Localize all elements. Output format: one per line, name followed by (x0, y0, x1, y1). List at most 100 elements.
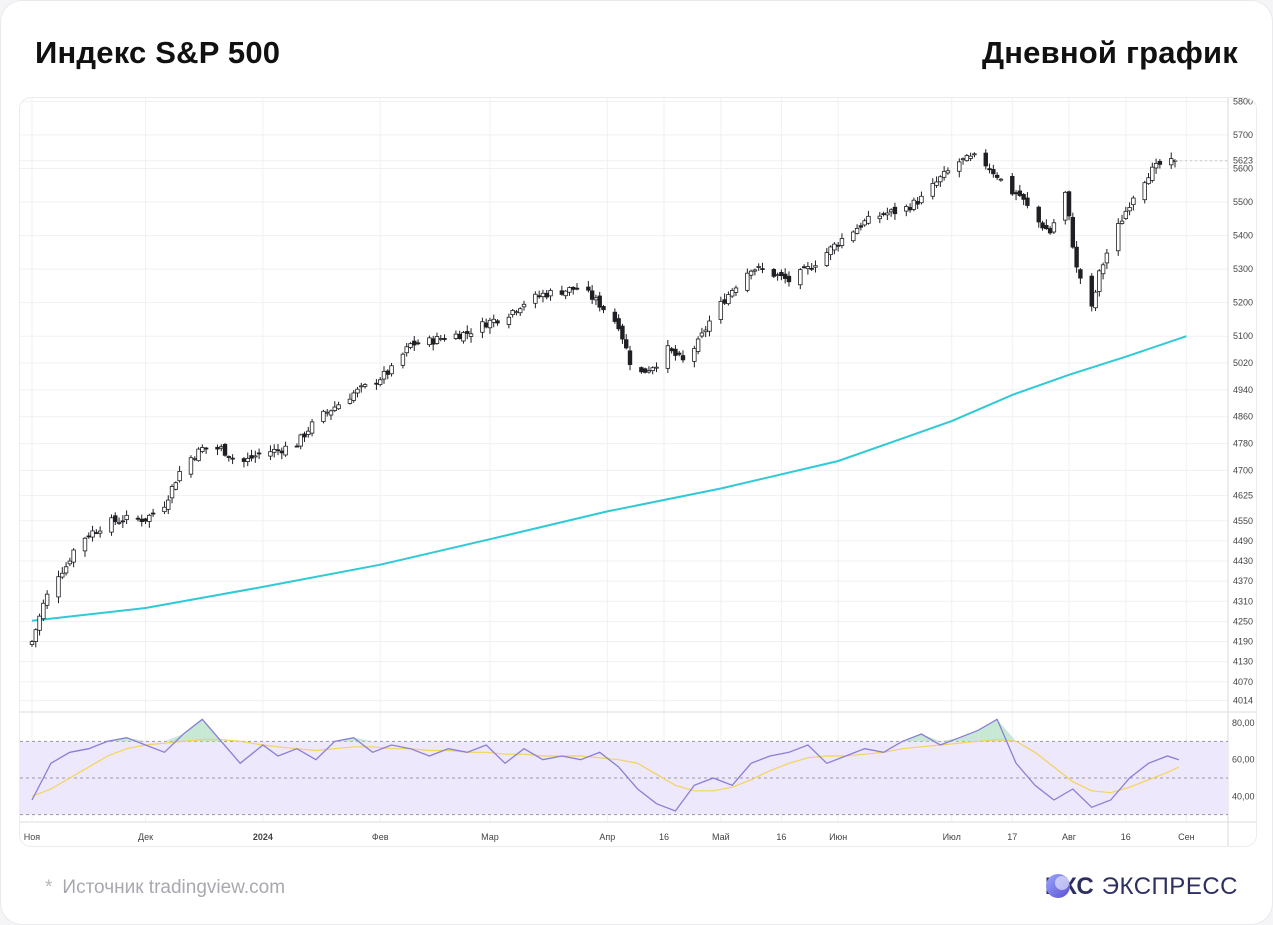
brand-logo-block: БКС ЭКСПРЕСС (1045, 873, 1238, 901)
candle-body (934, 181, 939, 186)
source-star: * (45, 877, 53, 898)
candle-body (775, 274, 780, 277)
candle-body (143, 518, 148, 522)
candle-body (321, 410, 326, 422)
candle-body (113, 515, 118, 523)
y-tick-label: 5020 (1233, 358, 1253, 368)
candle-body (166, 499, 171, 510)
y-tick-label: 5100 (1233, 331, 1253, 341)
candle-body (544, 292, 549, 298)
rsi-overbought-fill (959, 730, 979, 742)
candle-body (729, 290, 735, 297)
candle-body (726, 294, 731, 305)
candle-body (1036, 206, 1041, 223)
candle-body (60, 572, 65, 578)
candle-body (328, 410, 334, 416)
candle-body (1047, 228, 1053, 234)
candle-body (616, 318, 621, 330)
candle-body (881, 213, 886, 215)
candle-body (1097, 270, 1102, 292)
candle-body (1123, 210, 1129, 219)
candle-body (1013, 192, 1019, 195)
candle-body (215, 446, 220, 450)
y-tick-label: 5200 (1233, 298, 1253, 308)
candle-body (839, 238, 845, 246)
candle-body (465, 331, 470, 334)
candle-body (669, 348, 674, 352)
candle-body (960, 158, 966, 161)
rsi-ma-line (31, 738, 1180, 797)
candle-body (892, 206, 898, 215)
rsi-overbought-fill (183, 719, 203, 742)
candle-body (707, 320, 712, 332)
timeframe-title: Дневной график (981, 35, 1238, 70)
candles (29, 149, 1178, 648)
candle-body (805, 266, 811, 270)
candle-body (548, 290, 553, 297)
candle-body (241, 458, 247, 462)
candle-body (779, 271, 784, 277)
candle-body (718, 301, 724, 320)
candle-body (169, 486, 175, 499)
candle-body (972, 153, 977, 156)
candle-body (222, 444, 228, 456)
y-tick-label: 4130 (1233, 657, 1253, 667)
x-tick-label: 17 (1007, 832, 1017, 842)
candle-body (86, 535, 91, 538)
candle-body (245, 457, 250, 462)
candle-body (756, 266, 761, 268)
candle-body (968, 155, 973, 159)
candle-body (862, 220, 867, 226)
candle-body (665, 345, 671, 369)
x-tick-label: Апр (599, 832, 615, 842)
candle-body (574, 287, 580, 290)
candle-body (483, 322, 489, 328)
candle-body (268, 451, 273, 457)
candle-body (37, 615, 42, 631)
x-tick-label: Мар (481, 832, 499, 842)
candle-body (203, 447, 209, 450)
candle-body (453, 333, 459, 339)
candle-body (642, 368, 648, 373)
candle-body (559, 290, 565, 295)
x-tick-label: Май (712, 832, 730, 842)
rsi-tick-label: 60,00 (1232, 755, 1255, 765)
candle-body (1100, 264, 1106, 275)
y-tick-label: 4070 (1233, 677, 1253, 687)
candle-body (1169, 158, 1174, 166)
x-tick-label: Июл (943, 832, 961, 842)
x-axis-labels: Ноя Дек 2024 Фев Мар Апр 16 Май 16 Июн Июл 17 Авг 16 С… (24, 832, 1195, 842)
candle-body (309, 421, 315, 434)
candle-body (866, 215, 871, 224)
candle-body (1070, 216, 1076, 248)
candle-body (336, 404, 341, 410)
chart-frame: 5800 5700 5623 5600 5500 5400 5300 5200 5100 5020… (19, 97, 1257, 847)
candle-body (733, 287, 739, 293)
candle-body (33, 629, 38, 642)
candle-body (571, 286, 576, 290)
candle-body (385, 370, 390, 375)
candle-body (518, 308, 523, 314)
candle-body (283, 445, 288, 456)
candle-body (563, 290, 568, 297)
x-tick-label: Сен (1178, 832, 1195, 842)
candle-body (162, 506, 167, 513)
candle-body (593, 297, 599, 301)
candle-body (597, 295, 602, 308)
y-tick-label: 4780 (1233, 439, 1253, 449)
rsi-band (20, 741, 1228, 815)
candle-body (1044, 225, 1049, 230)
candle-body (521, 303, 527, 308)
candle-body (832, 243, 837, 251)
candle-body (911, 199, 917, 210)
candle-body (347, 398, 353, 404)
candle-body (230, 457, 235, 460)
candle-body (627, 350, 633, 365)
candle-body (279, 450, 284, 454)
candle-body (67, 560, 73, 565)
candle-body (468, 333, 474, 337)
candle-body (82, 537, 88, 552)
rsi-tick-label: 40,00 (1232, 791, 1255, 801)
